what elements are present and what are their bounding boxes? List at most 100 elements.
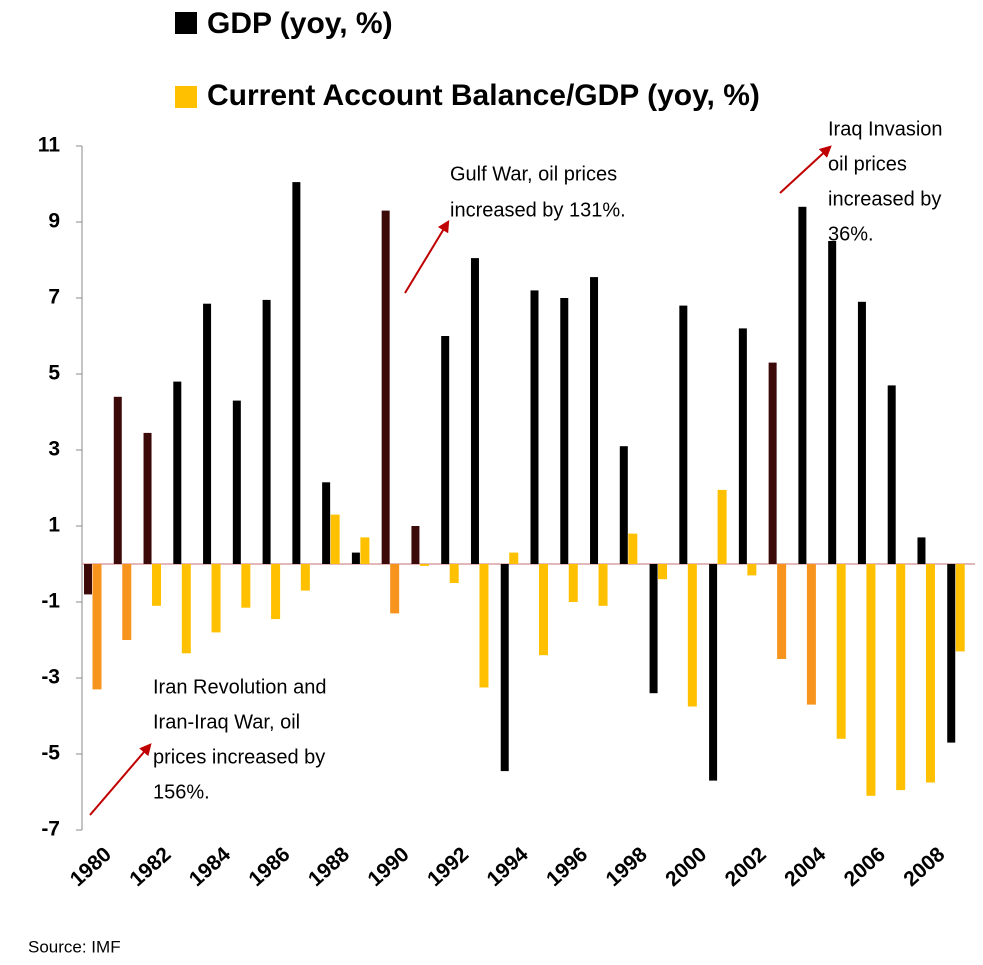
y-tick-label: -7 bbox=[41, 818, 60, 841]
bar bbox=[738, 328, 747, 564]
bar bbox=[381, 210, 390, 564]
source: Source: IMF bbox=[28, 937, 121, 956]
bar bbox=[568, 564, 578, 602]
bar bbox=[92, 564, 102, 690]
bar bbox=[232, 400, 241, 564]
bar bbox=[747, 564, 757, 576]
bar bbox=[181, 564, 191, 654]
annotation: Iran Revolution and bbox=[153, 676, 326, 698]
x-tick-label: 2006 bbox=[840, 843, 890, 891]
y-tick-label: -5 bbox=[41, 742, 60, 765]
arrow bbox=[779, 145, 832, 194]
annotation: 156%. bbox=[153, 781, 210, 803]
legend-swatch bbox=[175, 86, 197, 108]
bar bbox=[947, 564, 956, 743]
bar bbox=[152, 564, 162, 606]
x-tick-label: 1988 bbox=[304, 843, 354, 892]
bar bbox=[887, 385, 896, 564]
x-tick-label: 1998 bbox=[602, 843, 652, 892]
annotation: prices increased by bbox=[153, 746, 325, 768]
bar bbox=[709, 564, 718, 781]
bar bbox=[449, 564, 459, 583]
x-tick-label: 1996 bbox=[542, 843, 592, 891]
bar bbox=[590, 277, 599, 564]
y-tick-label: 3 bbox=[48, 438, 60, 461]
bar bbox=[509, 552, 519, 564]
bar bbox=[173, 381, 182, 564]
annotation: oil prices bbox=[828, 153, 907, 175]
x-tick-label: 1994 bbox=[483, 843, 533, 892]
y-tick-label: -3 bbox=[41, 666, 60, 689]
bar bbox=[84, 564, 92, 595]
annotation: increased by bbox=[828, 188, 941, 210]
bar bbox=[866, 564, 876, 796]
arrow bbox=[404, 219, 450, 294]
bar bbox=[441, 336, 450, 564]
x-tick-label: 1984 bbox=[185, 843, 235, 892]
bar bbox=[390, 564, 400, 614]
x-tick-label: 2002 bbox=[721, 843, 771, 891]
legend-label: Current Account Balance/GDP (yoy, %) bbox=[207, 79, 760, 112]
bar bbox=[828, 241, 837, 564]
bar bbox=[360, 537, 370, 564]
bar bbox=[598, 564, 608, 606]
bar bbox=[917, 537, 926, 564]
bar bbox=[798, 206, 807, 565]
annotation: increased by 131%. bbox=[450, 199, 626, 221]
x-tick-label: 1990 bbox=[363, 843, 413, 891]
bar bbox=[836, 564, 846, 739]
bar bbox=[351, 552, 360, 564]
x-tick-label: 2004 bbox=[780, 843, 830, 892]
x-tick-label: 2008 bbox=[899, 843, 949, 892]
bar bbox=[122, 564, 132, 640]
y-tick-label: 9 bbox=[48, 210, 60, 233]
bar bbox=[419, 564, 429, 566]
bar bbox=[203, 303, 212, 564]
bar bbox=[300, 564, 310, 591]
bar bbox=[777, 564, 787, 659]
bar bbox=[560, 298, 569, 564]
bar bbox=[925, 564, 935, 783]
annotation: Iraq Invasion bbox=[828, 118, 943, 140]
x-tick-label: 1982 bbox=[125, 843, 175, 891]
bar bbox=[896, 564, 906, 791]
bar bbox=[262, 299, 271, 564]
y-tick-label: -1 bbox=[41, 590, 60, 613]
bar bbox=[330, 514, 340, 564]
bar bbox=[955, 564, 965, 652]
y-tick-label: 5 bbox=[48, 362, 60, 385]
bar bbox=[679, 305, 688, 564]
legend-swatch bbox=[175, 12, 197, 34]
bar bbox=[658, 564, 668, 580]
bar bbox=[619, 446, 628, 564]
bar bbox=[211, 564, 221, 633]
bar bbox=[530, 290, 539, 564]
bar bbox=[470, 258, 479, 564]
x-tick-label: 1992 bbox=[423, 843, 473, 891]
arrow bbox=[89, 743, 152, 816]
bar bbox=[717, 489, 727, 564]
bar bbox=[539, 564, 548, 656]
annotation: Gulf War, oil prices bbox=[450, 163, 617, 185]
x-tick-label: 1986 bbox=[244, 843, 294, 891]
bar bbox=[649, 564, 658, 694]
bar bbox=[292, 182, 301, 564]
bar bbox=[411, 526, 420, 564]
legend-label: GDP (yoy, %) bbox=[207, 7, 393, 40]
bar bbox=[768, 362, 777, 564]
bar bbox=[113, 396, 122, 564]
bar bbox=[479, 564, 489, 688]
bar bbox=[500, 564, 509, 772]
bar bbox=[271, 564, 281, 620]
x-tick-label: 1980 bbox=[66, 843, 116, 891]
bar bbox=[241, 564, 251, 608]
y-tick-label: 11 bbox=[38, 134, 61, 157]
bar bbox=[322, 482, 331, 564]
y-tick-label: 7 bbox=[48, 286, 60, 309]
x-tick-label: 2000 bbox=[661, 843, 711, 891]
bar bbox=[806, 564, 816, 705]
annotation: Iran-Iraq War, oil bbox=[153, 711, 300, 733]
bar bbox=[143, 432, 152, 564]
bar bbox=[857, 301, 866, 564]
